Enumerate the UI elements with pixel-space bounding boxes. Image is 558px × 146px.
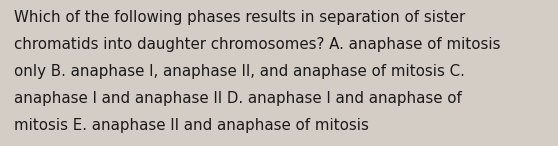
Text: only B. anaphase I, anaphase II, and anaphase of mitosis C.: only B. anaphase I, anaphase II, and ana… [14,64,465,79]
Text: Which of the following phases results in separation of sister: Which of the following phases results in… [14,10,465,25]
Text: anaphase I and anaphase II D. anaphase I and anaphase of: anaphase I and anaphase II D. anaphase I… [14,91,462,106]
Text: chromatids into daughter chromosomes? A. anaphase of mitosis: chromatids into daughter chromosomes? A.… [14,37,501,52]
Text: mitosis E. anaphase II and anaphase of mitosis: mitosis E. anaphase II and anaphase of m… [14,118,369,133]
